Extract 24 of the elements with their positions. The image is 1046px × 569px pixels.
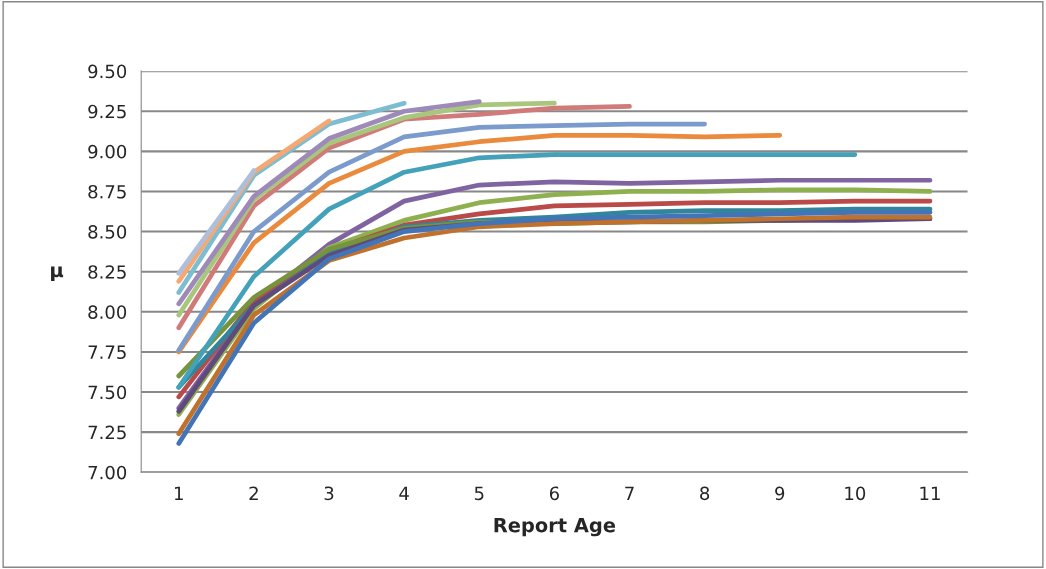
y-tick-label: 9.25 <box>88 104 126 119</box>
x-tick-label: 4 <box>399 486 409 500</box>
y-tick-label: 9.50 <box>88 64 127 79</box>
y-tick-label: 7.75 <box>88 345 126 360</box>
y-tick-label: 7.50 <box>88 385 127 400</box>
x-axis-title: Report Age <box>494 517 616 537</box>
y-tick-label: 8.25 <box>88 265 126 279</box>
y-tick-label: 9.00 <box>88 144 127 159</box>
x-tick-label: 2 <box>249 486 258 500</box>
x-tick-label: 11 <box>920 486 940 500</box>
x-tick-label: 10 <box>845 486 866 501</box>
y-tick-label: 8.00 <box>88 305 127 319</box>
x-tick-label: 6 <box>549 486 559 501</box>
x-tick-label: 9 <box>775 486 785 501</box>
y-tick-label: 7.00 <box>88 465 127 480</box>
x-tick-label: 1 <box>175 486 183 500</box>
y-axis-title: μ <box>51 266 64 282</box>
y-tick-label: 7.25 <box>88 425 126 440</box>
x-tick-label: 8 <box>700 486 710 501</box>
x-tick-label: 3 <box>324 486 334 501</box>
y-tick-label: 8.50 <box>88 225 127 239</box>
y-tick-label: 8.75 <box>88 184 126 199</box>
x-tick-label: 5 <box>474 486 484 501</box>
x-tick-label: 7 <box>625 486 634 500</box>
